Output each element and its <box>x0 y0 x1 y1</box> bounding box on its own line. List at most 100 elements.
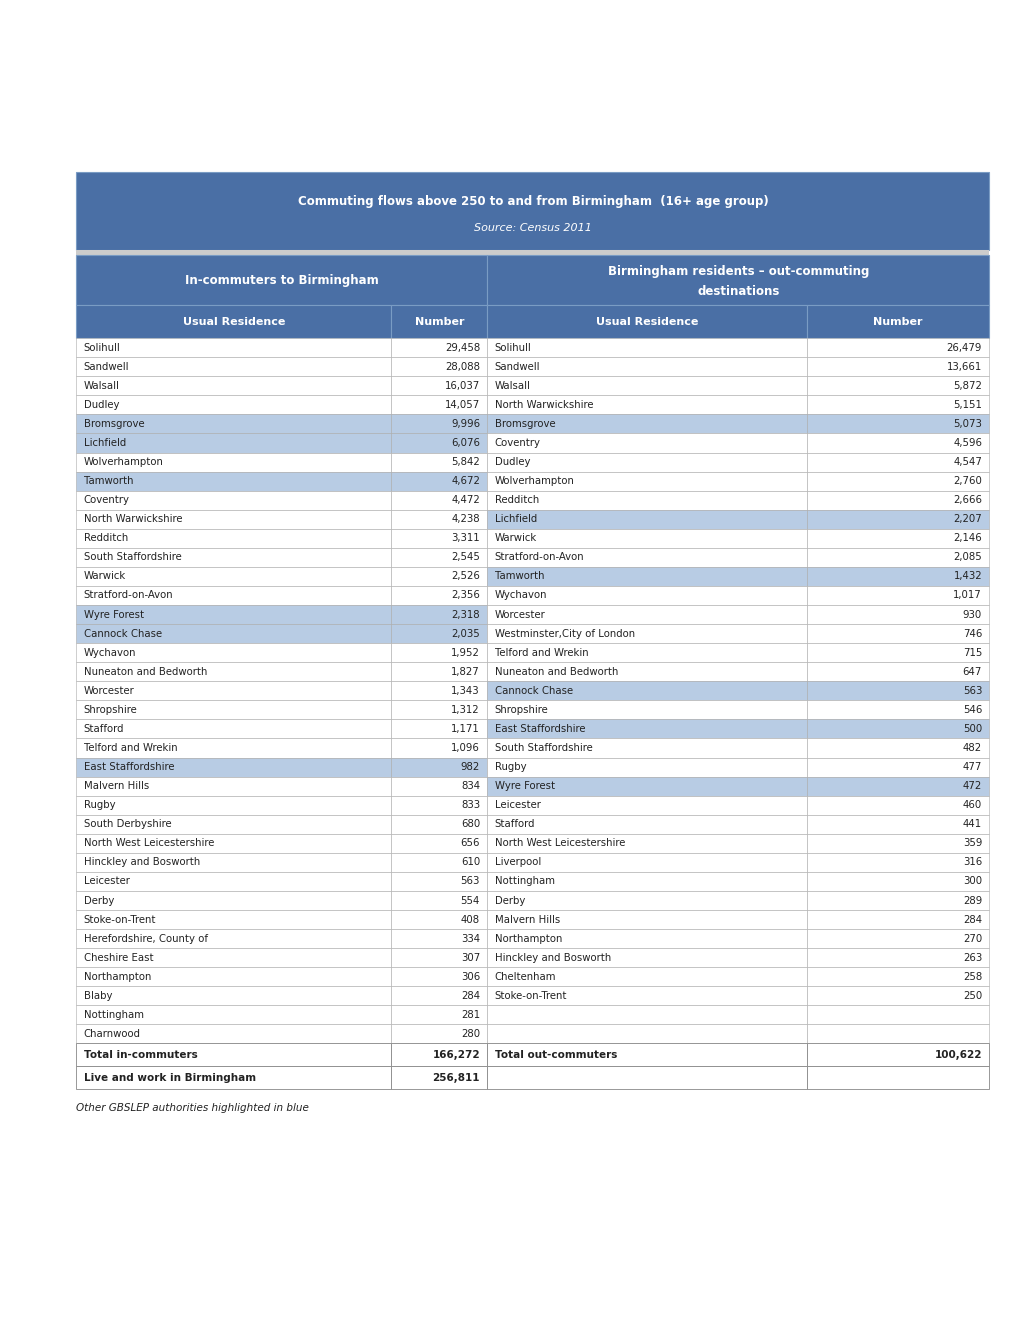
Bar <box>391 853 487 873</box>
Bar <box>76 358 391 376</box>
Bar <box>391 663 487 681</box>
Text: Wyre Forest: Wyre Forest <box>494 781 554 791</box>
Bar <box>487 796 806 814</box>
Bar <box>487 986 806 1006</box>
Bar <box>391 758 487 776</box>
Text: 284: 284 <box>962 915 981 924</box>
Bar <box>76 929 391 948</box>
Bar <box>391 338 487 358</box>
Text: 656: 656 <box>460 838 480 849</box>
Text: 1,343: 1,343 <box>451 686 480 696</box>
Bar <box>391 453 487 471</box>
Text: 834: 834 <box>461 781 480 791</box>
Bar <box>806 510 988 529</box>
Text: 16,037: 16,037 <box>444 380 480 391</box>
Text: 1,827: 1,827 <box>450 667 480 677</box>
Text: 2,146: 2,146 <box>953 533 981 544</box>
Bar <box>806 643 988 663</box>
Text: 930: 930 <box>962 610 981 619</box>
Text: Nuneaton and Bedworth: Nuneaton and Bedworth <box>494 667 618 677</box>
Text: South Staffordshire: South Staffordshire <box>494 743 592 752</box>
Text: Bromsgrove: Bromsgrove <box>494 418 554 429</box>
Bar <box>391 681 487 701</box>
Bar <box>391 1024 487 1044</box>
Text: 289: 289 <box>962 895 981 906</box>
Text: Redditch: Redditch <box>494 495 538 506</box>
Bar <box>76 758 391 776</box>
Bar <box>391 529 487 548</box>
Text: 4,547: 4,547 <box>953 457 981 467</box>
Text: Commuting flows above 250 to and from Birmingham  (16+ age group): Commuting flows above 250 to and from Bi… <box>298 195 767 209</box>
Text: Malvern Hills: Malvern Hills <box>494 915 559 924</box>
Text: Northampton: Northampton <box>84 972 151 982</box>
Bar <box>76 433 391 453</box>
Bar <box>487 395 806 414</box>
Bar <box>391 834 487 853</box>
Bar <box>391 395 487 414</box>
Bar <box>76 1067 391 1089</box>
Bar <box>391 986 487 1006</box>
Text: Derby: Derby <box>494 895 525 906</box>
Text: Number: Number <box>872 317 922 326</box>
Text: Hinckley and Bosworth: Hinckley and Bosworth <box>84 858 200 867</box>
Text: Westminster,City of London: Westminster,City of London <box>494 628 634 639</box>
Bar <box>76 681 391 701</box>
Text: GBSLEP 2011: GBSLEP 2011 <box>364 94 655 132</box>
Bar <box>391 358 487 376</box>
Text: Leicester: Leicester <box>494 800 540 810</box>
Bar <box>806 891 988 909</box>
Bar <box>391 433 487 453</box>
Bar <box>806 548 988 566</box>
Text: 2,318: 2,318 <box>451 610 480 619</box>
Text: Cannock Chase: Cannock Chase <box>84 628 162 639</box>
Bar <box>76 663 391 681</box>
Bar <box>487 1044 806 1067</box>
Bar <box>487 586 806 605</box>
Bar <box>806 853 988 873</box>
Text: Number: Number <box>414 317 464 326</box>
Bar <box>76 1044 391 1067</box>
Bar <box>487 891 806 909</box>
Bar <box>487 719 806 738</box>
Text: 5,872: 5,872 <box>953 380 981 391</box>
Text: 472: 472 <box>962 781 981 791</box>
Text: 554: 554 <box>461 895 480 906</box>
Bar <box>391 814 487 834</box>
Bar <box>391 586 487 605</box>
Text: Tamworth: Tamworth <box>494 572 543 581</box>
Text: 1,017: 1,017 <box>953 590 981 601</box>
Bar <box>76 986 391 1006</box>
Text: 441: 441 <box>962 820 981 829</box>
Text: Tamworth: Tamworth <box>84 477 133 486</box>
Bar <box>487 814 806 834</box>
Bar <box>487 305 806 338</box>
Text: Shropshire: Shropshire <box>494 705 548 715</box>
Text: Cheltenham: Cheltenham <box>494 972 555 982</box>
Text: 300: 300 <box>962 876 981 887</box>
Bar <box>76 796 391 814</box>
Bar <box>806 1006 988 1024</box>
Bar <box>806 1067 988 1089</box>
Text: 610: 610 <box>461 858 480 867</box>
Text: 460: 460 <box>962 800 981 810</box>
Bar <box>76 255 487 305</box>
Bar <box>487 701 806 719</box>
Bar <box>806 471 988 491</box>
Text: 2,356: 2,356 <box>450 590 480 601</box>
Text: 4,238: 4,238 <box>451 515 480 524</box>
Text: 2,207: 2,207 <box>953 515 981 524</box>
Text: 4,596: 4,596 <box>952 438 981 447</box>
Text: 250: 250 <box>962 991 981 1001</box>
Bar <box>76 968 391 986</box>
Bar <box>806 338 988 358</box>
Bar <box>806 395 988 414</box>
Text: 715: 715 <box>962 648 981 657</box>
Text: Telford and Wrekin: Telford and Wrekin <box>84 743 177 752</box>
Text: South Staffordshire: South Staffordshire <box>84 552 181 562</box>
Bar <box>806 986 988 1006</box>
Text: 26,479: 26,479 <box>946 343 981 352</box>
Bar <box>806 719 988 738</box>
Bar <box>487 909 806 929</box>
Bar <box>391 376 487 395</box>
Text: Stratford-on-Avon: Stratford-on-Avon <box>494 552 584 562</box>
